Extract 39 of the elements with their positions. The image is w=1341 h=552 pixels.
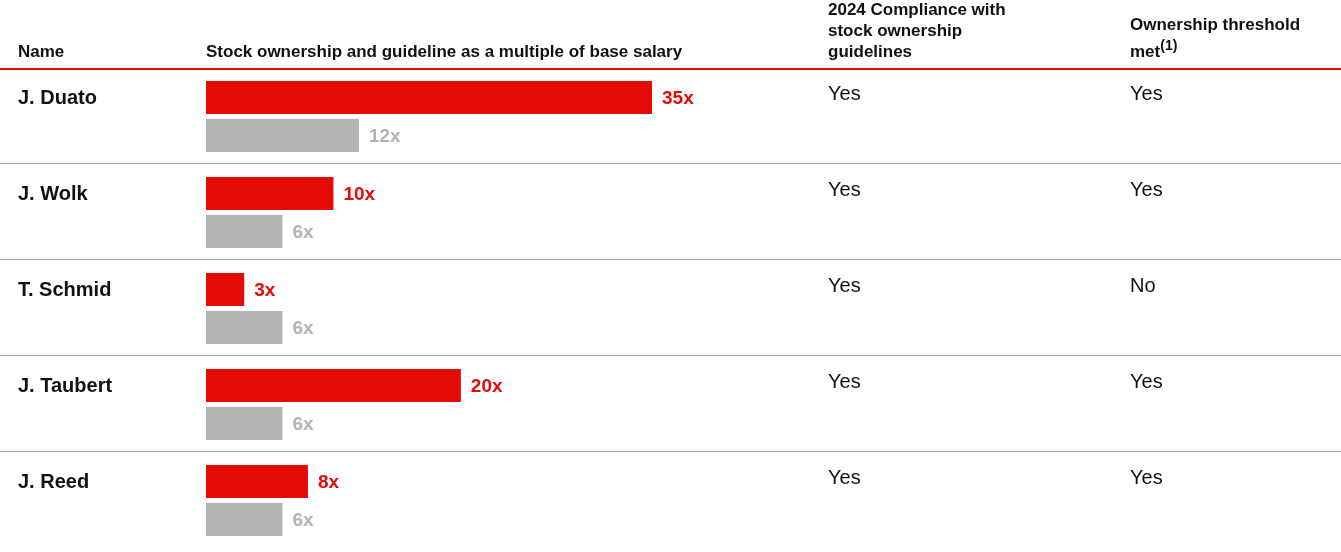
y-tick-label: J. Reed [18, 470, 90, 492]
text: Yes [1130, 466, 1163, 489]
data-label: 6x [292, 413, 315, 434]
text: 2024 Compliance with stock ownership guidelines [828, 0, 1007, 62]
data-label: 10x [343, 183, 376, 204]
text: Yes [1130, 178, 1163, 201]
bar [206, 273, 245, 306]
y-tick-label: J. Duato [18, 86, 97, 108]
bar [206, 177, 334, 210]
text: No [1130, 274, 1156, 297]
bar [206, 369, 461, 402]
bar [206, 465, 308, 498]
text: Yes [1130, 370, 1163, 393]
text: Ownership threshold met$^{(1)}$ [1130, 14, 1302, 62]
data-label: 12x [368, 125, 402, 146]
text: Yes [828, 274, 861, 297]
y-tick-label: J. Wolk [18, 182, 89, 204]
x-axis-title: Stock ownership and guideline as a multiple of base salary [206, 41, 683, 62]
text: Yes [828, 466, 861, 489]
y-tick-label: J. Taubert [18, 374, 113, 396]
data-label: 8x [317, 471, 340, 492]
data-label: 6x [292, 221, 315, 242]
y-tick-label: T. Schmid [18, 278, 112, 300]
bar [206, 407, 283, 440]
data-label: 6x [292, 317, 315, 338]
bar [206, 311, 283, 344]
data-label: 6x [292, 509, 315, 530]
text: Yes [1130, 82, 1163, 105]
data-label: 35x [662, 87, 695, 108]
bar [206, 81, 652, 114]
text: Yes [828, 370, 861, 393]
bar [206, 119, 359, 152]
data-label: 20x [470, 375, 503, 396]
text: Yes [828, 82, 861, 105]
data-label: 3x [254, 279, 276, 300]
y-axis-title: Name [18, 41, 65, 62]
bar [206, 215, 283, 248]
text: Yes [828, 178, 861, 201]
bar [206, 503, 283, 536]
